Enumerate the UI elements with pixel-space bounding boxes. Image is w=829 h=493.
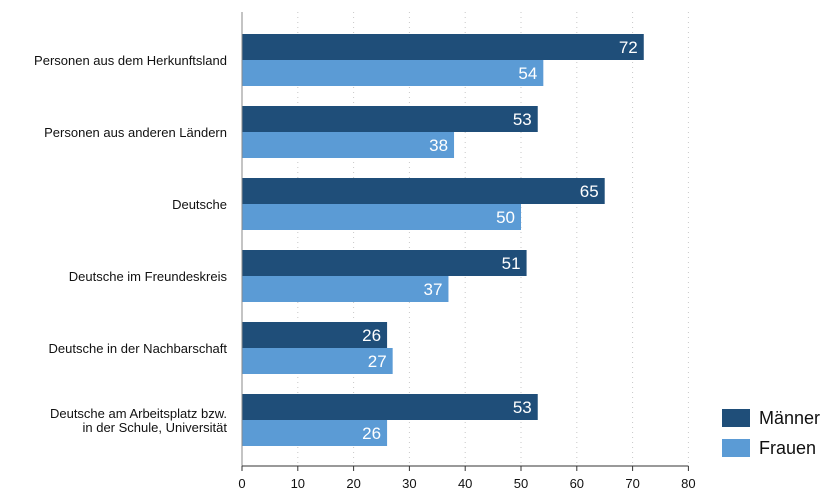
x-axis: 0 10 20 30 40 50 60 70 80 bbox=[238, 12, 696, 491]
data-label: 37 bbox=[424, 280, 443, 299]
bar bbox=[242, 204, 521, 230]
data-label: 54 bbox=[518, 64, 537, 83]
x-tick-label: 80 bbox=[681, 476, 695, 491]
bar bbox=[242, 178, 605, 204]
category-label: Deutsche im Freundeskreis bbox=[69, 269, 228, 284]
bar bbox=[242, 420, 388, 446]
x-tick-label: 10 bbox=[291, 476, 305, 491]
data-label: 53 bbox=[513, 110, 532, 129]
x-tick-label: 20 bbox=[346, 476, 360, 491]
bar bbox=[242, 106, 538, 132]
grid bbox=[297, 12, 689, 466]
legend-swatch bbox=[722, 409, 750, 427]
x-tick-label: 0 bbox=[238, 476, 245, 491]
legend-swatch bbox=[722, 439, 750, 457]
data-label: 26 bbox=[362, 424, 381, 443]
category-label: in der Schule, Universität bbox=[82, 420, 227, 435]
data-label: 27 bbox=[368, 352, 387, 371]
x-tick-label: 30 bbox=[402, 476, 416, 491]
category-label: Personen aus anderen Ländern bbox=[44, 125, 227, 140]
bar bbox=[242, 394, 538, 420]
data-label: 51 bbox=[502, 254, 521, 273]
data-label: 50 bbox=[496, 208, 515, 227]
legend: Männer Frauen bbox=[722, 408, 820, 458]
data-label: 65 bbox=[580, 182, 599, 201]
bar bbox=[242, 60, 544, 86]
data-label: 72 bbox=[619, 38, 638, 57]
bar bbox=[242, 348, 393, 374]
category-label: Deutsche am Arbeitsplatz bzw. bbox=[50, 406, 227, 421]
legend-label: Frauen bbox=[759, 438, 816, 458]
x-tick-label: 50 bbox=[514, 476, 528, 491]
legend-label: Männer bbox=[759, 408, 820, 428]
bar bbox=[242, 132, 455, 158]
data-label: 26 bbox=[362, 326, 381, 345]
bar bbox=[242, 322, 388, 348]
bar bbox=[242, 34, 644, 60]
bar bbox=[242, 250, 527, 276]
data-label: 38 bbox=[429, 136, 448, 155]
bar bbox=[242, 276, 449, 302]
x-tick-label: 70 bbox=[625, 476, 639, 491]
data-label: 53 bbox=[513, 398, 532, 417]
category-labels: Personen aus dem Herkunftsland Personen a… bbox=[34, 53, 227, 435]
x-tick-label: 40 bbox=[458, 476, 472, 491]
category-label: Personen aus dem Herkunftsland bbox=[34, 53, 227, 68]
category-label: Deutsche in der Nachbarschaft bbox=[49, 341, 228, 356]
bars: 72 54 53 38 65 50 51 37 26 27 53 26 bbox=[242, 34, 644, 446]
category-label: Deutsche bbox=[172, 197, 227, 212]
x-tick-label: 60 bbox=[570, 476, 584, 491]
